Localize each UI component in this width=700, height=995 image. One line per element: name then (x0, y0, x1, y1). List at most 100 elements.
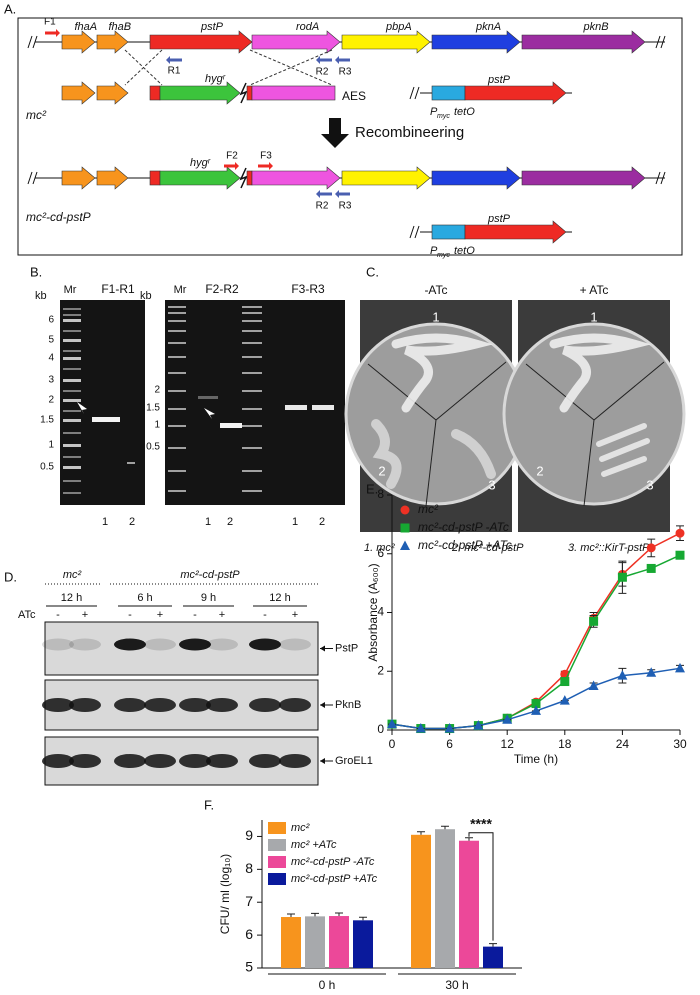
data-point (473, 720, 484, 730)
legend-label: mc²-cd-pstP -ATc (418, 520, 509, 534)
strain-label: mc² (26, 108, 47, 122)
gel-band (63, 379, 81, 382)
gene-arrow (341, 30, 431, 54)
blot-band (179, 638, 211, 651)
legend-marker (400, 505, 410, 515)
break (655, 35, 661, 49)
gel-band (285, 405, 307, 410)
gene-label: pknA (475, 21, 501, 33)
legend-swatch (268, 839, 286, 851)
unit-label: kb (140, 290, 152, 302)
lane-label: 2 (319, 516, 325, 528)
gel-band (63, 368, 81, 370)
group-label: mc² (63, 569, 82, 581)
blot-band (42, 754, 74, 768)
y-tick-label: 8 (377, 487, 384, 501)
box (431, 224, 466, 240)
panel-label: E. (366, 481, 378, 496)
sign-label: - (263, 609, 267, 621)
y-tick-label: 6 (245, 926, 253, 942)
error-cap (465, 837, 473, 841)
size-label: 1 (48, 440, 54, 451)
blot-band (206, 638, 238, 651)
sector-label: 3 (488, 477, 495, 492)
bar (353, 920, 373, 968)
gel-band (242, 320, 262, 322)
strain-label: 2. mc²-cd-pstP (451, 542, 524, 554)
data-point (617, 670, 628, 680)
y-tick-label: 4 (377, 605, 384, 619)
gene-label: pstP (487, 74, 511, 86)
x-tick-label: 6 (446, 737, 453, 751)
gel-band (63, 456, 81, 458)
legend-swatch (268, 822, 286, 834)
size-label: 2 (48, 395, 54, 406)
y-tick-label: 7 (245, 893, 253, 909)
gel-band (242, 425, 262, 427)
size-label: 1.5 (146, 403, 160, 414)
blot-band (42, 698, 74, 712)
gene-label: pknB (583, 21, 609, 33)
pointer-head (320, 758, 325, 764)
error-cap (489, 943, 497, 947)
operator-label: tetO (454, 106, 475, 118)
break (32, 171, 38, 185)
sign-label: + (292, 609, 298, 621)
lane-title: F2-R2 (205, 282, 239, 296)
data-point (617, 572, 627, 582)
gel-band (63, 419, 81, 422)
promoter-label: P (430, 106, 438, 118)
primer-label: R1 (168, 66, 181, 77)
blot-band (114, 754, 146, 768)
step-label: Recombineering (355, 124, 464, 141)
gel-band (168, 470, 186, 472)
break (660, 171, 666, 185)
box (149, 170, 161, 186)
gene-arrow (159, 81, 241, 105)
gene-label: pbpA (385, 21, 412, 33)
primer-label: R2 (316, 67, 329, 78)
gene-label: hygʳ (205, 73, 226, 85)
step-arrow (321, 118, 349, 148)
significance-bracket (468, 832, 494, 941)
gel-band (168, 306, 186, 308)
condition-label: -ATc (424, 283, 447, 297)
primer-label: F2 (226, 151, 238, 162)
panel-label: B. (30, 264, 42, 279)
gel-band (242, 372, 262, 374)
blot-band (69, 698, 101, 712)
data-point (646, 667, 657, 677)
legend-marker (400, 523, 410, 533)
gel-band (63, 308, 81, 310)
data-point (675, 550, 685, 560)
sector-line (425, 419, 437, 507)
gel-band (168, 447, 186, 449)
break (660, 35, 666, 49)
gene-arrow (251, 30, 341, 54)
break (414, 225, 420, 239)
bar (411, 834, 431, 968)
time-label: 12 h (61, 592, 82, 604)
operator-label: tetO (454, 245, 475, 257)
lightning (239, 167, 248, 189)
gene-arrow (431, 30, 521, 54)
lane-label: 2 (227, 516, 233, 528)
size-label: 0.5 (40, 462, 54, 473)
streak (596, 423, 650, 477)
primer-head (335, 56, 339, 64)
panel-label: F. (204, 797, 214, 812)
lane-label: 1 (205, 516, 211, 528)
label: AES (342, 89, 366, 103)
y-tick-label: 6 (377, 546, 384, 560)
data-point (560, 677, 570, 687)
y-tick-label: 0 (377, 722, 384, 736)
lane-label: 1 (292, 516, 298, 528)
error-cap (359, 916, 367, 921)
gene-arrow (431, 166, 521, 190)
legend-label: mc²-cd-pstP -ATc (291, 856, 375, 868)
blot-band (249, 754, 281, 768)
size-label: 1.5 (40, 415, 54, 426)
gel-band (63, 350, 81, 352)
error-cap (287, 913, 295, 918)
gel-band (92, 417, 120, 422)
